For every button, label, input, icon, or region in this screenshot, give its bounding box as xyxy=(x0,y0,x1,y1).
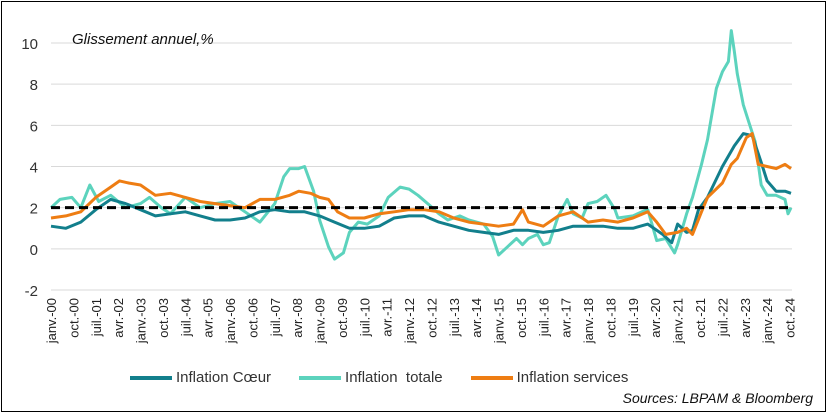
legend-item-total: Inflation totale xyxy=(299,369,443,386)
y-tick-label: 0 xyxy=(30,242,38,259)
x-tick-label: avr.-08 xyxy=(290,298,305,338)
x-tick-label: oct.-03 xyxy=(156,298,171,338)
x-tick-label: janv.-09 xyxy=(313,298,328,344)
x-tick-label: juil.-01 xyxy=(89,298,104,337)
x-tick-label: janv.-06 xyxy=(223,298,238,344)
legend-swatch-core xyxy=(130,375,172,380)
x-tick-label: juil.-10 xyxy=(357,298,372,337)
series-line xyxy=(50,132,792,236)
chart-subtitle: Glissement annuel,% xyxy=(72,31,214,48)
x-tick-label: avr.-02 xyxy=(111,298,126,338)
x-tick-label: oct.-18 xyxy=(603,298,618,338)
legend-swatch-total xyxy=(299,375,342,380)
x-tick-label: janv.-00 xyxy=(44,298,59,344)
legend-label-services: Inflation services xyxy=(516,369,629,386)
x-tick-label: oct.-09 xyxy=(335,298,350,338)
legend-swatch-services xyxy=(470,375,513,380)
x-tick-label: janv.-15 xyxy=(492,298,507,344)
x-tick-label: avr.-05 xyxy=(201,298,216,338)
x-tick-label: janv.-21 xyxy=(671,298,686,344)
y-tick-label: 8 xyxy=(30,77,38,94)
y-tick-label: 4 xyxy=(30,160,38,177)
gridlines xyxy=(51,42,792,291)
legend-label-total: Inflation totale xyxy=(345,369,443,386)
x-tick-labels: janv.-00 oct.-00 juil.-01 avr.-02 janv.-03 oc… xyxy=(44,298,798,344)
x-tick-label: oct.-12 xyxy=(424,298,439,338)
y-tick-label: 10 xyxy=(21,36,38,53)
legend-label-core: Inflation Cœur xyxy=(176,369,272,386)
x-tick-label: juil.-19 xyxy=(626,298,641,337)
x-tick-label: avr.-17 xyxy=(559,298,574,338)
x-tick-label: oct.-00 xyxy=(66,298,81,338)
x-tick-label: janv.-03 xyxy=(134,298,149,344)
x-tick-label: oct.-24 xyxy=(783,298,798,338)
x-tick-label: avr.-11 xyxy=(380,298,395,337)
x-tick-label: juil.-22 xyxy=(715,298,730,337)
y-tick-labels: -2 0 2 4 6 8 10 xyxy=(21,36,38,300)
source-note: Sources: LBPAM & Bloomberg xyxy=(622,390,813,406)
x-tick-label: juil.-04 xyxy=(178,298,193,337)
x-tick-label: janv.-18 xyxy=(581,298,596,344)
x-tick-label: janv.-24 xyxy=(760,298,775,344)
series-line xyxy=(50,132,792,245)
x-tick-label: oct.-15 xyxy=(514,298,529,338)
x-tick-label: avr.-20 xyxy=(648,298,663,338)
y-tick-label: 2 xyxy=(30,201,38,218)
legend-item-core: Inflation Cœur xyxy=(130,369,271,386)
x-tick-label: juil.-16 xyxy=(536,298,551,337)
x-tick-label: oct.-21 xyxy=(693,298,708,338)
x-tick-label: janv.-12 xyxy=(402,298,417,344)
y-tick-label: -2 xyxy=(25,283,38,300)
x-tick-label: avr.-23 xyxy=(738,298,753,338)
x-tick-label: juil.-13 xyxy=(447,298,462,337)
legend-item-services: Inflation services xyxy=(470,369,629,386)
x-tick-label: avr.-14 xyxy=(469,298,484,338)
x-tick-label: oct.-06 xyxy=(245,298,260,338)
y-tick-label: 6 xyxy=(30,118,38,135)
x-tick-label: juil.-07 xyxy=(268,298,283,337)
legend: Inflation Cœur Inflation totale Inflatio… xyxy=(130,369,628,386)
series-lines xyxy=(49,29,793,261)
